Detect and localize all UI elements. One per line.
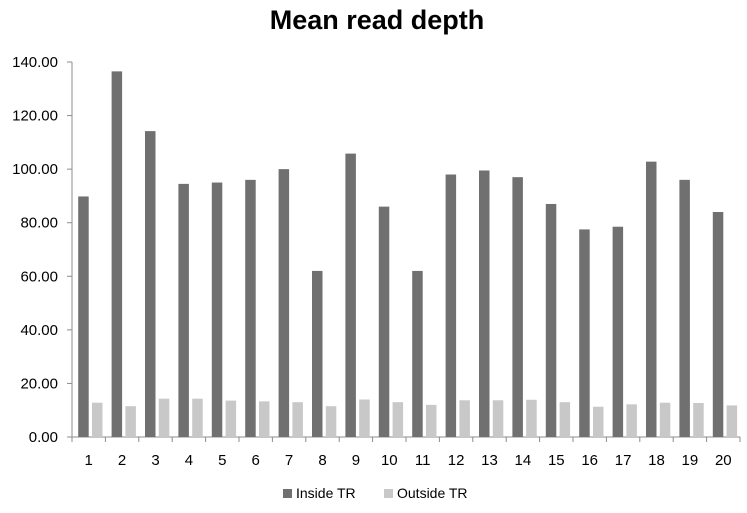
y-tick-label: 60.00 xyxy=(20,268,58,285)
x-tick-label: 1 xyxy=(85,452,93,469)
x-tick-label: 16 xyxy=(581,452,598,469)
bar-outside-tr-7 xyxy=(292,402,303,437)
bar-outside-tr-8 xyxy=(325,406,337,437)
bar-inside-tr-8 xyxy=(312,270,323,437)
bar-outside-tr-14 xyxy=(526,399,537,437)
y-tick-label: 20.00 xyxy=(20,375,58,392)
bar-inside-tr-3 xyxy=(145,131,156,437)
x-tick-label: 20 xyxy=(715,452,732,469)
legend-swatch-inside-tr xyxy=(283,489,292,498)
y-tick-label: 0.00 xyxy=(29,429,58,446)
x-tick-label: 4 xyxy=(185,452,193,469)
x-tick-label: 6 xyxy=(252,452,260,469)
bar-outside-tr-10 xyxy=(392,402,404,437)
y-tick-label: 80.00 xyxy=(20,215,58,232)
bar-inside-tr-9 xyxy=(345,153,356,437)
bar-outside-tr-15 xyxy=(559,402,571,437)
bar-inside-tr-19 xyxy=(679,179,690,437)
bar-outside-tr-3 xyxy=(158,398,170,437)
bar-inside-tr-10 xyxy=(378,206,390,437)
bar-inside-tr-12 xyxy=(445,174,457,437)
x-tick-label: 13 xyxy=(481,452,498,469)
bar-inside-tr-6 xyxy=(245,179,256,437)
bar-outside-tr-9 xyxy=(359,399,370,437)
plot-area: 0.00 20.00 40.00 60.00 80.00 100.00 120.00 140.… xyxy=(12,54,741,469)
chart-title: Mean read depth xyxy=(270,5,485,35)
bar-inside-tr-7 xyxy=(278,169,290,437)
bar-outside-tr-1 xyxy=(92,402,103,437)
x-tick-label: 7 xyxy=(285,452,293,469)
bar-inside-tr-14 xyxy=(512,177,523,437)
x-tick-label: 15 xyxy=(548,452,565,469)
bar-outside-tr-2 xyxy=(125,406,136,437)
x-tick-label: 5 xyxy=(218,452,226,469)
x-tick-label: 18 xyxy=(648,452,665,469)
bar-outside-tr-12 xyxy=(459,400,470,437)
bar-inside-tr-20 xyxy=(712,212,724,437)
bar-outside-tr-18 xyxy=(659,402,671,437)
bar-inside-tr-13 xyxy=(479,170,490,437)
legend-label-outside-tr: Outside TR xyxy=(397,485,468,501)
bar-inside-tr-16 xyxy=(579,229,590,437)
x-tick-label: 19 xyxy=(682,452,699,469)
bar-inside-tr-4 xyxy=(178,183,189,437)
bar-inside-tr-18 xyxy=(646,161,657,437)
bar-inside-tr-2 xyxy=(111,71,123,437)
x-tick-label: 14 xyxy=(515,452,532,469)
x-tick-label: 2 xyxy=(118,452,126,469)
legend-swatch-outside-tr xyxy=(384,489,393,498)
bar-outside-tr-6 xyxy=(259,401,270,437)
bar-outside-tr-5 xyxy=(225,400,237,437)
x-tick-label: 3 xyxy=(151,452,159,469)
bar-inside-tr-5 xyxy=(211,182,223,437)
x-tick-label: 17 xyxy=(615,452,632,469)
bar-inside-tr-1 xyxy=(78,196,89,437)
bar-outside-tr-16 xyxy=(593,406,604,437)
x-tick-label: 8 xyxy=(318,452,326,469)
bar-outside-tr-20 xyxy=(726,405,738,437)
bar-outside-tr-19 xyxy=(693,402,704,437)
x-tick-label: 9 xyxy=(352,452,360,469)
bar-inside-tr-17 xyxy=(612,226,624,437)
y-tick-label: 120.00 xyxy=(12,108,58,125)
legend: Inside TR Outside TR xyxy=(283,485,468,501)
bar-outside-tr-11 xyxy=(426,404,437,437)
bar-outside-tr-4 xyxy=(192,398,203,437)
legend-label-inside-tr: Inside TR xyxy=(296,485,356,501)
x-tick-label: 12 xyxy=(448,452,465,469)
bar-outside-tr-17 xyxy=(626,404,637,437)
y-tick-label: 140.00 xyxy=(12,54,58,71)
x-tick-label: 11 xyxy=(415,452,431,469)
y-tick-label: 100.00 xyxy=(12,161,58,178)
x-tick-label: 10 xyxy=(381,452,398,469)
bar-outside-tr-13 xyxy=(492,400,504,437)
y-tick-label: 40.00 xyxy=(20,322,58,339)
bar-inside-tr-15 xyxy=(545,203,557,437)
bar-inside-tr-11 xyxy=(412,270,423,437)
